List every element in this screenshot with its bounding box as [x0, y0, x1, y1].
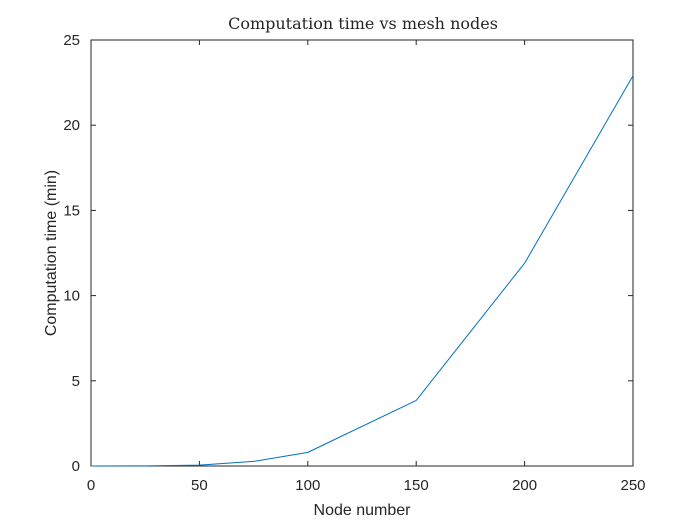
y-tick-label: 20 — [63, 117, 80, 134]
chart-title: Computation time vs mesh nodes — [228, 14, 498, 33]
y-tick-label: 5 — [72, 373, 80, 390]
x-tick-label: 150 — [404, 477, 429, 494]
y-tick-label: 15 — [63, 202, 80, 219]
y-axis-label: Computation time (min) — [43, 170, 60, 336]
x-tick-label: 100 — [295, 477, 320, 494]
x-tick-label: 0 — [87, 477, 95, 494]
y-tick-label: 0 — [72, 458, 80, 475]
series-layer — [90, 75, 634, 467]
x-tick-label: 50 — [191, 477, 208, 494]
plot-area: 0 50 100 150 200 250 0 5 10 15 20 25 — [63, 32, 645, 494]
y-tick-label: 25 — [63, 32, 80, 49]
series-line — [90, 75, 634, 467]
axes-box — [90, 39, 634, 467]
x-tick-label: 200 — [512, 477, 537, 494]
y-tick-label: 10 — [63, 288, 80, 305]
y-axis-ticks: 0 5 10 15 20 25 — [63, 32, 633, 475]
x-axis-ticks: 0 50 100 150 200 250 — [87, 40, 646, 494]
x-axis-label: Node number — [314, 502, 412, 519]
x-tick-label: 250 — [620, 477, 645, 494]
